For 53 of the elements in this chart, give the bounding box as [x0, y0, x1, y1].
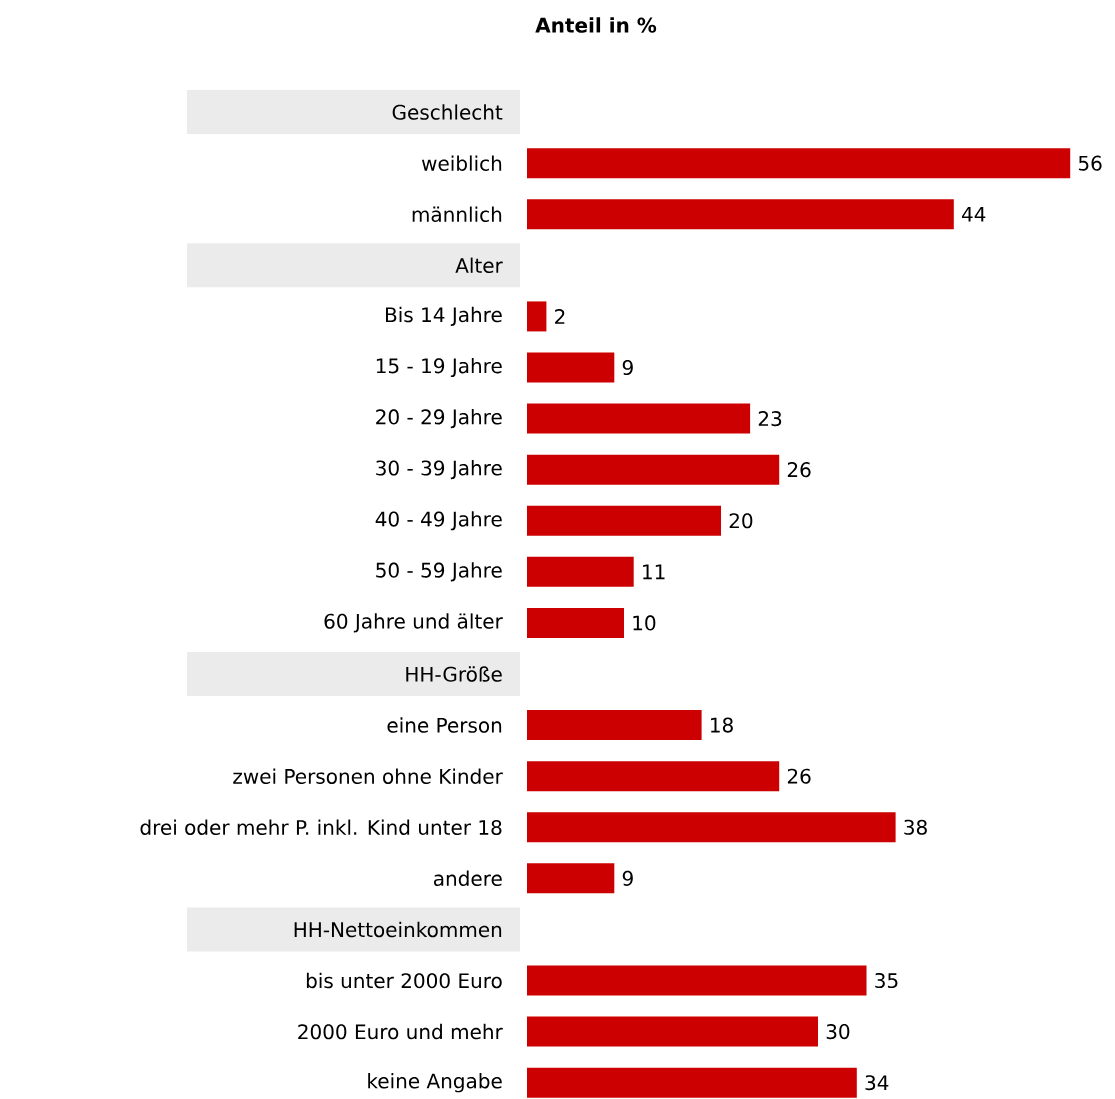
- y-tick-label: 50 - 59 Jahre: [376, 562, 502, 582]
- y-tick-label: Alter: [455, 257, 503, 274]
- data-label: 9: [622, 359, 633, 376]
- y-tick-label: bis unter 2000 Euro: [306, 972, 502, 989]
- y-tick-label: Geschlecht: [392, 104, 503, 120]
- data-label: 56: [1078, 155, 1102, 171]
- bar: [527, 812, 896, 843]
- data-label: 10: [633, 615, 656, 631]
- y-tick-label: 20 - 29 Jahre: [376, 408, 502, 429]
- bar: [527, 710, 702, 741]
- data-label: 26: [787, 768, 811, 784]
- bar: [527, 965, 867, 996]
- data-label: 38: [904, 819, 927, 835]
- data-label: 20: [729, 513, 753, 529]
- bar: [527, 1067, 857, 1098]
- data-label: 23: [758, 411, 782, 427]
- bar: [527, 301, 547, 332]
- data-label: 11: [643, 564, 665, 580]
- bar: [527, 199, 954, 230]
- data-label: 30: [826, 1024, 850, 1040]
- data-label: 44: [961, 206, 986, 222]
- data-label: 34: [865, 1075, 889, 1091]
- bar: [527, 505, 722, 536]
- y-tick-label: drei oder mehr P. inkl. Kind unter 18: [140, 819, 502, 835]
- data-label: 9: [622, 870, 633, 886]
- y-tick-label: HH-Nettoeinkommen: [294, 921, 502, 938]
- y-tick-label: eine Person: [387, 717, 502, 733]
- bar: [527, 403, 751, 434]
- y-tick-label: 60 Jahre und älter: [324, 613, 503, 633]
- bar: [527, 863, 615, 894]
- y-tick-label: Bis 14 Jahre: [385, 306, 502, 327]
- y-tick-label: andere: [433, 870, 502, 887]
- data-label: 35: [875, 972, 898, 989]
- chart-title: Anteil in %: [535, 17, 657, 33]
- y-tick-label: 40 - 49 Jahre: [375, 511, 502, 531]
- y-tick-label: männlich: [412, 206, 502, 222]
- bar: [527, 607, 625, 638]
- data-label: 18: [711, 717, 733, 733]
- bar: [527, 148, 1071, 179]
- bar: [527, 1016, 818, 1047]
- y-tick-label: zwei Personen ohne Kinder: [233, 768, 503, 784]
- data-label: 2: [555, 309, 565, 324]
- y-tick-label: keine Angabe: [368, 1073, 502, 1093]
- data-label: 26: [787, 462, 811, 478]
- bar: [527, 761, 780, 792]
- bar: [527, 556, 634, 587]
- y-tick-label: 30 - 39 Jahre: [376, 460, 502, 480]
- bar: [527, 454, 780, 485]
- y-tick-label: 15 - 19 Jahre: [376, 357, 502, 378]
- y-tick-label: 2000 Euro und mehr: [298, 1023, 503, 1040]
- bar: [527, 352, 615, 383]
- y-tick-label: HH-Größe: [406, 666, 502, 682]
- y-tick-label: weiblich: [421, 155, 502, 171]
